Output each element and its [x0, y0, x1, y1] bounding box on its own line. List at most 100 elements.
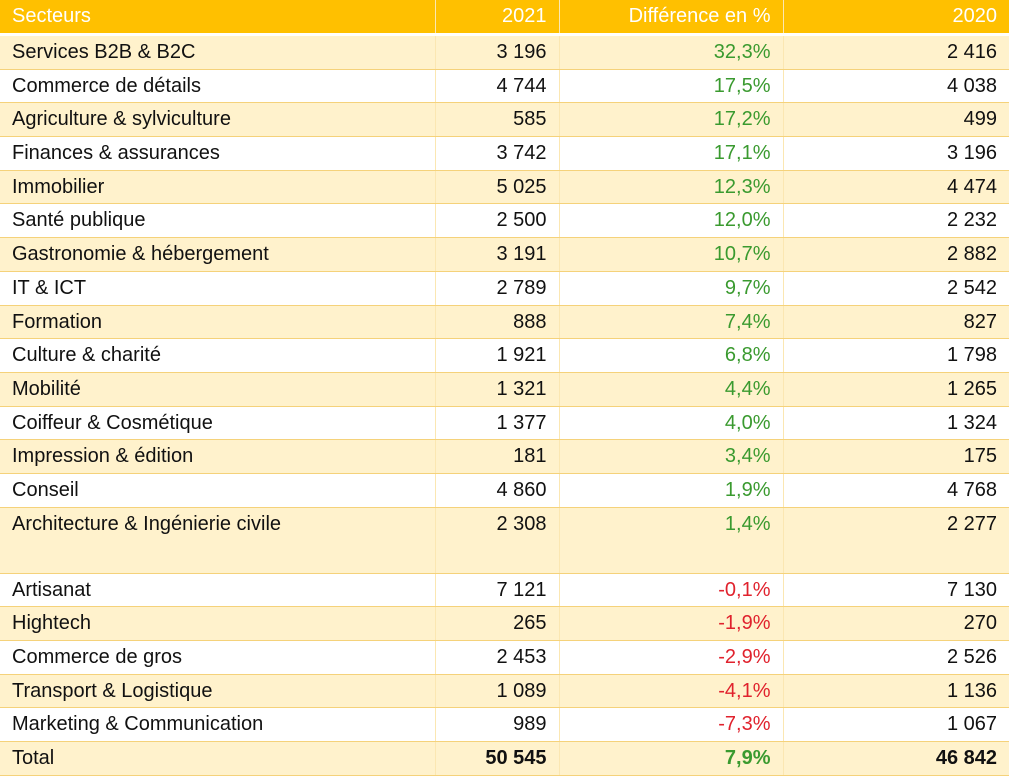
sector-cell: Mobilité	[0, 372, 435, 407]
value-2021-cell: 1 921	[434, 338, 559, 373]
difference-cell: -0,1%	[558, 573, 783, 608]
value-2021-cell: 3 191	[434, 237, 559, 272]
value-2020-cell: 175	[782, 439, 1009, 474]
table-row: Santé publique 2 500 12,0% 2 232	[0, 203, 1009, 239]
sector-cell: Finances & assurances	[0, 136, 435, 171]
total-2020: 46 842	[782, 741, 1009, 776]
sector-cell: Formation	[0, 305, 435, 340]
sector-cell: Immobilier	[0, 170, 435, 205]
value-2020-cell: 2 277	[782, 507, 1009, 574]
value-2020-cell: 4 474	[782, 170, 1009, 205]
header-difference: Différence en %	[558, 0, 783, 36]
value-2020-cell: 2 542	[782, 271, 1009, 306]
value-2021-cell: 265	[434, 606, 559, 641]
sector-cell: Commerce de détails	[0, 69, 435, 104]
difference-cell: 17,2%	[558, 102, 783, 138]
table-row: IT & ICT 2 789 9,7% 2 542	[0, 271, 1009, 306]
table-row: Finances & assurances 3 742 17,1% 3 196	[0, 136, 1009, 171]
sector-cell: Commerce de gros	[0, 640, 435, 675]
sector-cell: Agriculture & sylviculture	[0, 102, 435, 138]
value-2020-cell: 2 416	[782, 34, 1009, 70]
value-2020-cell: 1 136	[782, 674, 1009, 709]
sector-cell: Gastronomie & hébergement	[0, 237, 435, 272]
table-row: Commerce de détails 4 744 17,5% 4 038	[0, 69, 1009, 104]
table-row: Conseil 4 860 1,9% 4 768	[0, 473, 1009, 508]
difference-cell: 17,1%	[558, 136, 783, 171]
sector-cell: Conseil	[0, 473, 435, 508]
table-header-row: Secteurs 2021 Différence en % 2020	[0, 0, 1009, 36]
difference-cell: 10,7%	[558, 237, 783, 272]
sector-cell: Culture & charité	[0, 338, 435, 373]
table-row: Impression & édition 181 3,4% 175	[0, 439, 1009, 474]
table-row: Mobilité 1 321 4,4% 1 265	[0, 372, 1009, 407]
value-2021-cell: 2 308	[434, 507, 559, 574]
value-2021-cell: 2 500	[434, 203, 559, 239]
table-row: Commerce de gros 2 453 -2,9% 2 526	[0, 640, 1009, 675]
table-row: Marketing & Communication 989 -7,3% 1 06…	[0, 707, 1009, 743]
total-difference: 7,9%	[558, 741, 783, 776]
difference-cell: -7,3%	[558, 707, 783, 743]
table-row: Formation 888 7,4% 827	[0, 305, 1009, 340]
value-2020-cell: 499	[782, 102, 1009, 138]
value-2020-cell: 3 196	[782, 136, 1009, 171]
header-2020: 2020	[782, 0, 1009, 36]
table-body: Services B2B & B2C 3 196 32,3% 2 416 Com…	[0, 34, 1009, 743]
value-2020-cell: 2 232	[782, 203, 1009, 239]
value-2021-cell: 3 742	[434, 136, 559, 171]
total-2021: 50 545	[434, 741, 559, 776]
value-2020-cell: 7 130	[782, 573, 1009, 608]
difference-cell: 1,4%	[558, 507, 783, 574]
table-row: Agriculture & sylviculture 585 17,2% 499	[0, 102, 1009, 138]
value-2021-cell: 4 744	[434, 69, 559, 104]
difference-cell: 17,5%	[558, 69, 783, 104]
value-2021-cell: 585	[434, 102, 559, 138]
difference-cell: 4,0%	[558, 406, 783, 441]
difference-cell: 12,0%	[558, 203, 783, 239]
header-2021: 2021	[434, 0, 559, 36]
sector-cell: Services B2B & B2C	[0, 34, 435, 70]
difference-cell: 1,9%	[558, 473, 783, 508]
difference-cell: 7,4%	[558, 305, 783, 340]
sector-cell: Transport & Logistique	[0, 674, 435, 709]
value-2021-cell: 2 789	[434, 271, 559, 306]
value-2021-cell: 1 377	[434, 406, 559, 441]
difference-cell: 32,3%	[558, 34, 783, 70]
table-row: Immobilier 5 025 12,3% 4 474	[0, 170, 1009, 205]
value-2020-cell: 1 324	[782, 406, 1009, 441]
difference-cell: 4,4%	[558, 372, 783, 407]
difference-cell: 6,8%	[558, 338, 783, 373]
sector-cell: Coiffeur & Cosmétique	[0, 406, 435, 441]
difference-cell: 12,3%	[558, 170, 783, 205]
difference-cell: -1,9%	[558, 606, 783, 641]
value-2020-cell: 1 067	[782, 707, 1009, 743]
sector-cell: IT & ICT	[0, 271, 435, 306]
difference-cell: 9,7%	[558, 271, 783, 306]
table-row: Coiffeur & Cosmétique 1 377 4,0% 1 324	[0, 406, 1009, 441]
value-2021-cell: 181	[434, 439, 559, 474]
sector-cell: Impression & édition	[0, 439, 435, 474]
sector-cell: Artisanat	[0, 573, 435, 608]
value-2021-cell: 1 321	[434, 372, 559, 407]
difference-cell: 3,4%	[558, 439, 783, 474]
value-2021-cell: 5 025	[434, 170, 559, 205]
value-2021-cell: 7 121	[434, 573, 559, 608]
sector-cell: Santé publique	[0, 203, 435, 239]
value-2020-cell: 2 882	[782, 237, 1009, 272]
value-2021-cell: 989	[434, 707, 559, 743]
value-2020-cell: 827	[782, 305, 1009, 340]
value-2021-cell: 1 089	[434, 674, 559, 709]
sector-cell: Hightech	[0, 606, 435, 641]
value-2021-cell: 2 453	[434, 640, 559, 675]
value-2020-cell: 4 768	[782, 473, 1009, 508]
value-2020-cell: 1 265	[782, 372, 1009, 407]
table-row: Culture & charité 1 921 6,8% 1 798	[0, 338, 1009, 373]
value-2021-cell: 3 196	[434, 34, 559, 70]
sector-cell: Marketing & Communication	[0, 707, 435, 743]
value-2020-cell: 4 038	[782, 69, 1009, 104]
table-row: Artisanat 7 121 -0,1% 7 130	[0, 573, 1009, 608]
table-row: Gastronomie & hébergement 3 191 10,7% 2 …	[0, 237, 1009, 272]
table-row: Hightech 265 -1,9% 270	[0, 606, 1009, 641]
difference-cell: -2,9%	[558, 640, 783, 675]
value-2021-cell: 888	[434, 305, 559, 340]
